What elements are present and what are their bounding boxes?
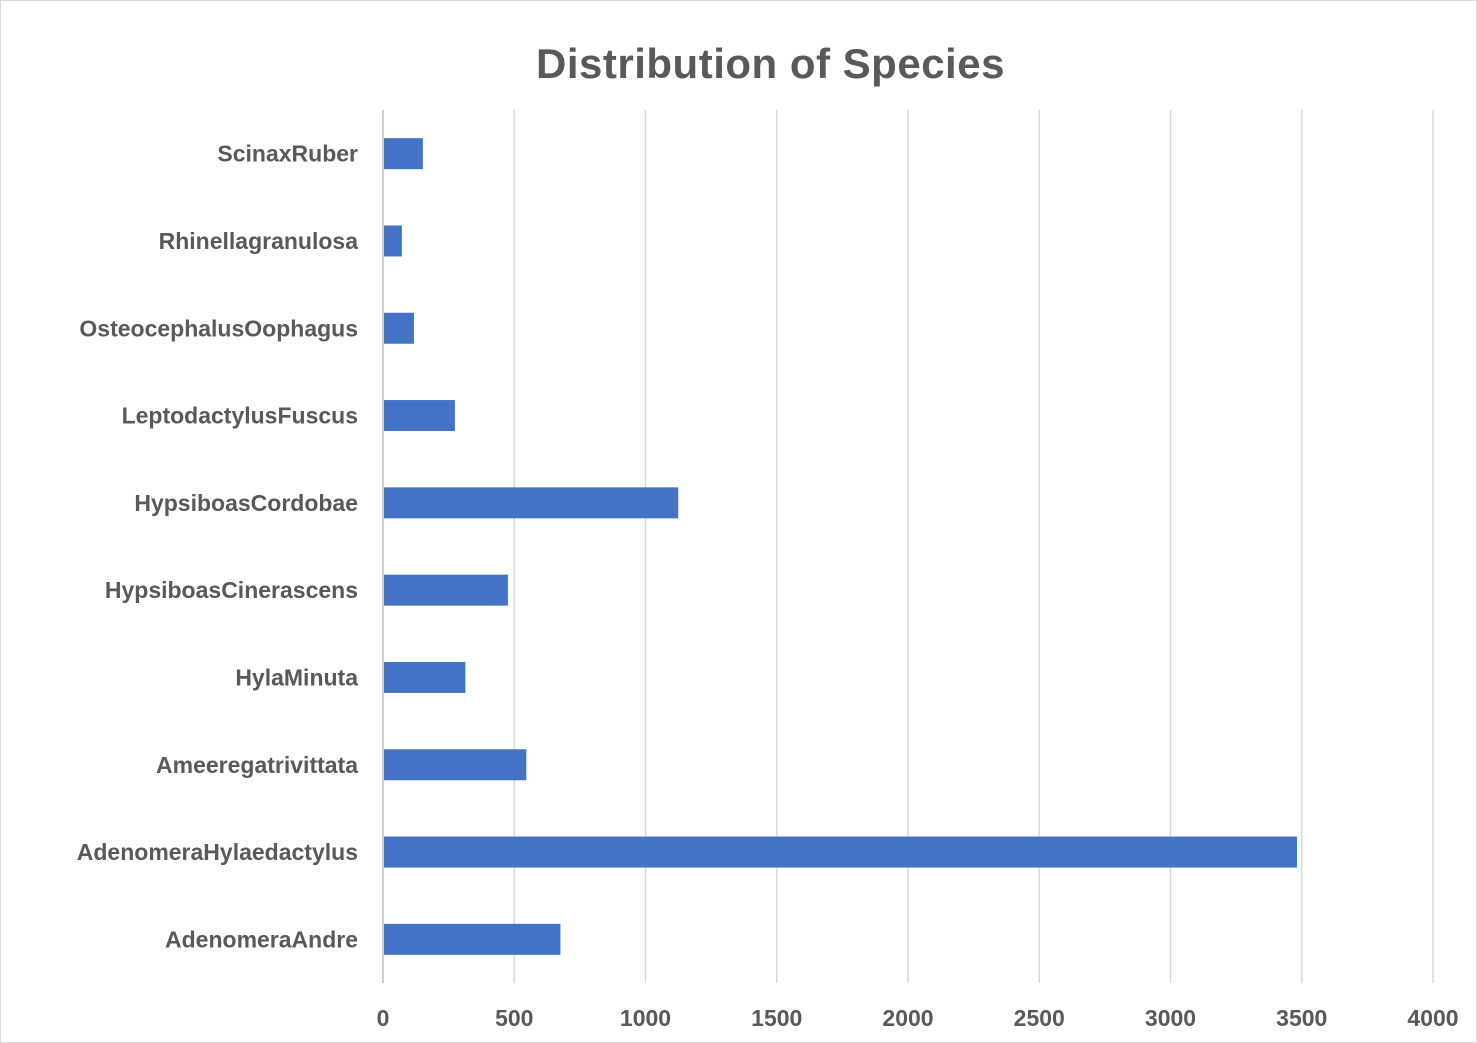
category-label: HypsiboasCordobae [134,490,358,516]
bar [384,661,466,693]
bar [384,923,561,955]
bar [384,836,1297,868]
category-label: LeptodactylusFuscus [122,403,358,429]
x-tick-label: 3500 [1276,1005,1327,1031]
category-label: Ameeregatrivittata [156,752,358,778]
bar [384,574,508,606]
x-tick-label: 1500 [751,1005,802,1031]
bar [384,400,455,432]
bar [384,312,414,344]
category-label: OsteocephalusOophagus [79,315,358,341]
x-tick-label: 0 [377,1005,390,1031]
bar [384,138,423,170]
x-tick-label: 3000 [1145,1005,1196,1031]
category-label: ScinaxRuber [217,141,358,167]
chart-title: Distribution of Species [536,40,1005,87]
bars [384,138,1297,955]
x-tick-label: 500 [495,1005,533,1031]
bar [384,487,679,519]
x-tick-label: 4000 [1407,1005,1458,1031]
x-tick-label: 2000 [882,1005,933,1031]
category-label: AdenomeraAndre [165,926,358,952]
bar [384,225,402,257]
category-label: HypsiboasCinerascens [105,577,358,603]
bar [384,749,527,781]
x-tick-label: 1000 [620,1005,671,1031]
labels: 0 500 1000 1500 2000 2500 3000 3500 4000 Adenomer… [77,141,1459,1031]
category-label: AdenomeraHylaedactylus [77,839,358,865]
category-label: HylaMinuta [235,664,358,690]
category-label: Rhinellagranulosa [159,228,359,254]
x-tick-label: 2500 [1014,1005,1065,1031]
